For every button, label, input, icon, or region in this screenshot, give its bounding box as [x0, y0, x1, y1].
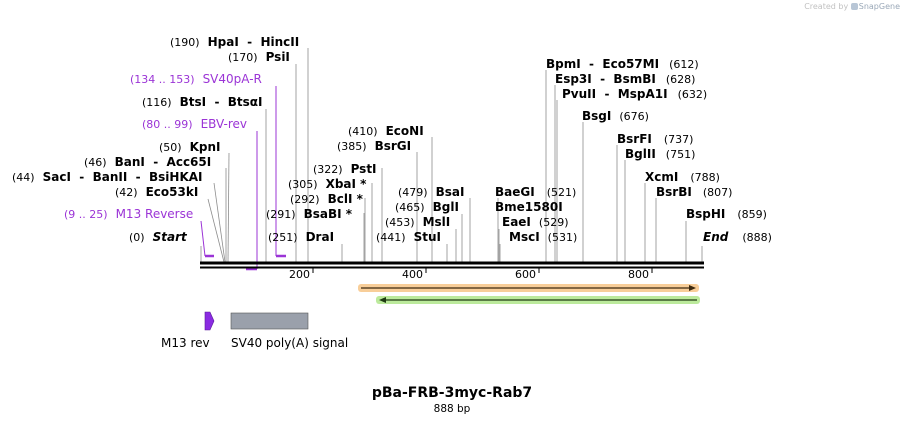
map-length: 888 bp — [434, 403, 471, 415]
enzyme-labels-left: (0) Start (42) Eco53kI (44) SacI - BanII - … — [12, 35, 464, 244]
backbone-top-strand — [200, 261, 704, 265]
enzyme-label-pvuii[interactable]: PvuII - MspA1I (632) — [562, 87, 707, 101]
enzyme-label-bsabi[interactable]: (291) BsaBI * — [266, 207, 353, 221]
feature-label-sv40-polya: SV40 poly(A) signal — [231, 336, 348, 350]
enzyme-label-bsphi[interactable]: BspHI (859) — [686, 207, 767, 221]
enzyme-label-xbai[interactable]: (305) XbaI * — [288, 177, 367, 191]
snapgene-logo-icon — [850, 3, 858, 10]
ruler: 200 400 600 800 — [289, 268, 653, 281]
enzyme-label-drai[interactable]: (251) DraI — [268, 230, 334, 244]
orf-reverse[interactable] — [376, 296, 700, 304]
primer-leaders — [200, 86, 277, 269]
ruler-label: 800 — [628, 268, 649, 281]
primer-sites — [205, 254, 286, 271]
enzyme-label-bme1580i[interactable]: Bme1580I — [495, 200, 563, 214]
ruler-label: 600 — [515, 268, 536, 281]
primer-leader-m13 — [200, 220, 206, 257]
enzyme-label-psti[interactable]: (322) PstI — [313, 162, 377, 176]
enzyme-label-btsi[interactable]: (116) BtsI - BtsαI — [142, 95, 263, 109]
ruler-label: 400 — [402, 268, 423, 281]
site-label-end[interactable]: End (888) — [703, 230, 772, 244]
enzyme-label-econi[interactable]: (410) EcoNI — [348, 124, 424, 138]
m13-rev-feature-arrow[interactable] — [204, 311, 215, 331]
enzyme-label-saci[interactable]: (44) SacI - BanII - BsiHKAI — [12, 170, 203, 184]
enzyme-label-eco53ki[interactable]: (42) Eco53kI — [115, 185, 198, 199]
enzyme-label-bsgi[interactable]: BsgI (676) — [582, 109, 649, 123]
leader-eco53ki — [207, 198, 225, 263]
enzyme-label-msci[interactable]: MscI (531) — [509, 230, 577, 244]
enzyme-label-bpmi[interactable]: BpmI - Eco57MI (612) — [546, 57, 699, 71]
enzyme-label-esp3i[interactable]: Esp3I - BsmBI (628) — [555, 72, 695, 86]
feature-label-m13-rev: M13 rev — [161, 336, 210, 350]
backbone-bottom-strand — [200, 266, 704, 269]
enzyme-label-bsrfi[interactable]: BsrFI (737) — [617, 132, 693, 146]
feature-legend: M13 rev SV40 poly(A) signal — [161, 311, 348, 350]
enzyme-label-bsai[interactable]: (479) BsaI — [398, 185, 464, 199]
enzyme-label-bsrgi[interactable]: (385) BsrGI — [337, 139, 411, 153]
credit-brand: SnapGene — [858, 2, 900, 11]
leader-saci — [213, 182, 226, 263]
leader-lines — [200, 48, 703, 263]
snapgene-credit: Created by SnapGene — [804, 2, 900, 11]
primer-label-ebv-rev[interactable]: (80 .. 99) EBV-rev — [142, 117, 247, 131]
enzyme-labels-right: MscI (531) EaeI (529) Bme1580I BaeGI (521) … — [495, 57, 772, 244]
enzyme-label-kpni[interactable]: (50) KpnI — [159, 140, 221, 154]
primer-labels: (9 .. 25) M13 Reverse (80 .. 99) EBV-rev (… — [64, 72, 262, 221]
enzyme-label-bglii[interactable]: BglII (751) — [625, 147, 695, 161]
enzyme-label-bsrbi[interactable]: BsrBI (807) — [656, 185, 732, 199]
leader-kpni — [227, 152, 230, 263]
enzyme-label-bgli[interactable]: (465) BglI — [395, 200, 459, 214]
map-title: pBa-FRB-3myc-Rab7 — [372, 385, 532, 401]
sv40-polya-feature-box[interactable] — [230, 312, 309, 330]
site-label-start[interactable]: (0) Start — [129, 230, 188, 244]
primer-label-sv40pa-r[interactable]: (134 .. 153) SV40pA-R — [130, 72, 262, 86]
enzyme-label-psii[interactable]: (170) PsiI — [228, 50, 290, 64]
enzyme-label-msli[interactable]: (453) MslI — [385, 215, 450, 229]
orf-forward[interactable] — [358, 284, 699, 292]
enzyme-label-bani[interactable]: (46) BanI - Acc65I — [84, 155, 211, 169]
enzyme-label-stui[interactable]: (441) StuI — [376, 230, 441, 244]
enzyme-label-hpai[interactable]: (190) HpaI - HincII — [170, 35, 299, 49]
sequence-backbone — [200, 261, 704, 269]
enzyme-label-baegi[interactable]: BaeGI (521) — [495, 185, 576, 199]
enzyme-label-eaei[interactable]: EaeI (529) — [502, 215, 569, 229]
enzyme-label-bcli[interactable]: (292) BclI * — [290, 192, 364, 206]
credit-prefix: Created by — [804, 2, 849, 11]
enzyme-label-xcmi[interactable]: XcmI (788) — [645, 170, 720, 184]
ruler-label: 200 — [289, 268, 310, 281]
primer-label-m13-reverse[interactable]: (9 .. 25) M13 Reverse — [64, 207, 193, 221]
